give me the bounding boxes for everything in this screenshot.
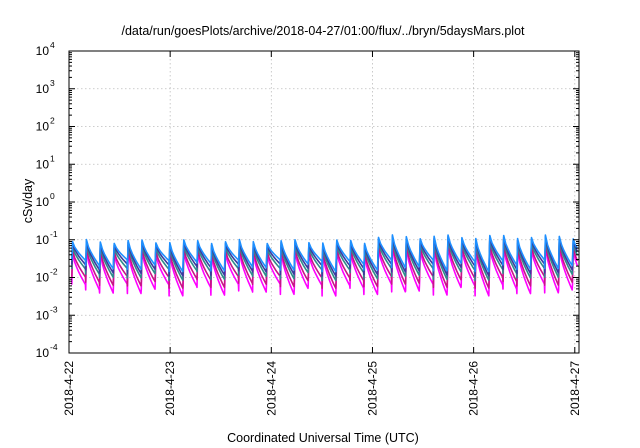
x-tick-label: 2018-4-23: [163, 361, 177, 416]
ticks: [68, 50, 579, 354]
y-tick-label: 10: [36, 157, 50, 171]
y-tick-label: 10: [36, 82, 50, 96]
y-tick-exponent: 3: [50, 78, 55, 88]
y-tick-exponent: 1: [50, 153, 55, 163]
x-tick-label: 2018-4-24: [264, 361, 278, 416]
y-tick-exponent: -4: [50, 342, 58, 352]
y-tick-exponent: 2: [50, 116, 55, 126]
x-tick-label: 2018-4-22: [62, 361, 76, 416]
y-tick-label: 10: [36, 308, 50, 322]
y-tick-exponent: -2: [50, 267, 58, 277]
grid: [69, 51, 579, 353]
chart-title: /data/run/goesPlots/archive/2018-04-27/0…: [121, 24, 525, 38]
x-axis-label: Coordinated Universal Time (UTC): [227, 431, 419, 445]
y-tick-label: 10: [36, 120, 50, 134]
series-group: [71, 234, 579, 297]
y-tick-label: 10: [36, 44, 50, 58]
y-tick-label: 10: [36, 271, 50, 285]
y-tick-label: 10: [36, 346, 50, 360]
x-tick-labels: 2018-4-22 2018-4-23 2018-4-24 2018-4-25 2018…: [62, 361, 582, 416]
y-tick-exponent: 0: [50, 191, 55, 201]
y-tick-label: 10: [36, 233, 50, 247]
x-tick-label: 2018-4-27: [568, 361, 582, 416]
series-line: [71, 234, 579, 273]
y-tick-exponent: 4: [50, 40, 55, 50]
y-tick-label: 10: [36, 195, 50, 209]
y-tick-exponent: -1: [50, 229, 58, 239]
x-tick-label: 2018-4-25: [365, 361, 379, 416]
y-axis-label: cSv/day: [21, 178, 35, 223]
x-tick-label: 2018-4-26: [467, 361, 481, 416]
y-tick-exponent: -3: [50, 304, 58, 314]
